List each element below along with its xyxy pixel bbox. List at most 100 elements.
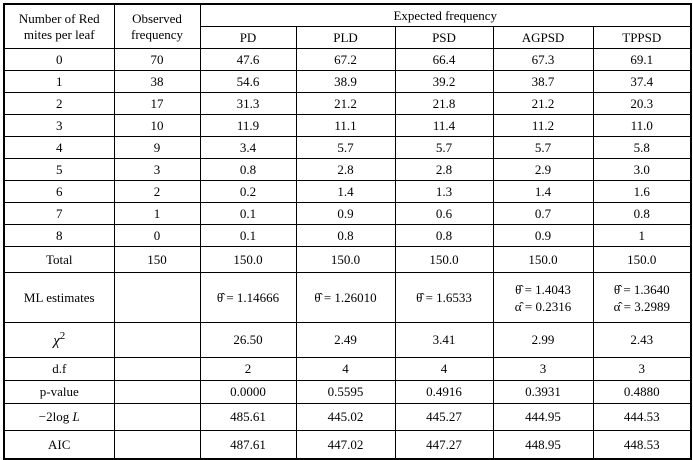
total-agpsd: 150.0 (492, 246, 594, 273)
paper-table-page: Number of Red mites per leaf Observed fr… (3, 3, 693, 460)
mites-count: 2 (3, 92, 115, 115)
total-observed: 150 (113, 246, 201, 273)
expected-pd: 3.4 (199, 136, 297, 159)
expected-tppsd: 11.0 (592, 114, 692, 137)
aic-psd: 447.27 (394, 430, 494, 460)
ml-tppsd: θ̂ = 1.3640 α̂ = 3.2989 (592, 272, 692, 323)
expected-psd: 21.8 (394, 92, 494, 115)
p-value-row: p-value 0.0000 0.5595 0.4916 0.3931 0.48… (3, 380, 692, 404)
expected-pd: 0.2 (199, 180, 297, 203)
observed-value: 70 (113, 48, 201, 71)
expected-agpsd: 0.9 (492, 224, 594, 247)
expected-pld: 0.9 (295, 202, 396, 225)
observed-value: 10 (113, 114, 201, 137)
chi-agpsd: 2.99 (492, 322, 594, 358)
mites-count: 4 (3, 136, 115, 159)
ml-estimates-row: ML estimates θ̂ = 1.14666 θ̂ = 1.26010 θ… (3, 272, 692, 323)
expected-psd: 1.3 (394, 180, 494, 203)
expected-tppsd: 1 (592, 224, 692, 247)
df-pld: 4 (295, 357, 396, 381)
expected-agpsd: 2.9 (492, 158, 594, 181)
expected-tppsd: 20.3 (592, 92, 692, 115)
count-row-0: 0 70 47.6 67.2 66.4 67.3 69.1 (3, 48, 692, 71)
expected-pld: 1.4 (295, 180, 396, 203)
expected-pd: 54.6 (199, 70, 297, 93)
aic-row: AIC 487.61 447.02 447.27 448.95 448.53 (3, 430, 692, 460)
header-model-pd: PD (199, 26, 297, 49)
expected-psd: 5.7 (394, 136, 494, 159)
expected-tppsd: 1.6 (592, 180, 692, 203)
aic-empty-cell (113, 430, 201, 460)
expected-pd: 0.1 (199, 202, 297, 225)
expected-pld: 67.2 (295, 48, 396, 71)
observed-value: 3 (113, 158, 201, 181)
mites-count: 3 (3, 114, 115, 137)
ml-empty-cell (113, 272, 201, 323)
expected-tppsd: 37.4 (592, 70, 692, 93)
expected-tppsd: 5.8 (592, 136, 692, 159)
expected-pd: 47.6 (199, 48, 297, 71)
total-pd: 150.0 (199, 246, 297, 273)
mites-count: 8 (3, 224, 115, 247)
count-row-1: 1 38 54.6 38.9 39.2 38.7 37.4 (3, 70, 692, 93)
count-row-6: 6 2 0.2 1.4 1.3 1.4 1.6 (3, 180, 692, 203)
expected-pd: 0.8 (199, 158, 297, 181)
p-value-label: p-value (3, 380, 115, 404)
observed-value: 1 (113, 202, 201, 225)
expected-pld: 0.8 (295, 224, 396, 247)
chi-pd: 26.50 (199, 322, 297, 358)
chi-psd: 3.41 (394, 322, 494, 358)
log-likelihood-label: −2log L (3, 403, 115, 431)
df-tppsd: 3 (592, 357, 692, 381)
total-psd: 150.0 (394, 246, 494, 273)
p-value-empty-cell (113, 380, 201, 404)
chi-pld: 2.49 (295, 322, 396, 358)
aic-pd: 487.61 (199, 430, 297, 460)
df-label: d.f (3, 357, 115, 381)
p-value-tppsd: 0.4880 (592, 380, 692, 404)
expected-agpsd: 0.7 (492, 202, 594, 225)
total-label: Total (3, 246, 115, 273)
p-value-psd: 0.4916 (394, 380, 494, 404)
count-row-2: 2 17 31.3 21.2 21.8 21.2 20.3 (3, 92, 692, 115)
log-likelihood-row: −2log L 485.61 445.02 445.27 444.95 444.… (3, 403, 692, 431)
mites-count: 0 (3, 48, 115, 71)
expected-agpsd: 5.7 (492, 136, 594, 159)
log-likelihood-psd: 445.27 (394, 403, 494, 431)
expected-agpsd: 21.2 (492, 92, 594, 115)
expected-pd: 11.9 (199, 114, 297, 137)
expected-psd: 0.6 (394, 202, 494, 225)
mites-count: 6 (3, 180, 115, 203)
aic-tppsd: 448.53 (592, 430, 692, 460)
observed-value: 2 (113, 180, 201, 203)
ml-psd: θ̂ = 1.6533 (394, 272, 494, 323)
header-model-agpsd: AGPSD (492, 26, 594, 49)
expected-psd: 2.8 (394, 158, 494, 181)
count-row-5: 5 3 0.8 2.8 2.8 2.9 3.0 (3, 158, 692, 181)
expected-psd: 39.2 (394, 70, 494, 93)
ml-pld: θ̂ = 1.26010 (295, 272, 396, 323)
total-pld: 150.0 (295, 246, 396, 273)
ml-agpsd: θ̂ = 1.4043 α̂ = 0.2316 (492, 272, 594, 323)
aic-pld: 447.02 (295, 430, 396, 460)
log-likelihood-pld: 445.02 (295, 403, 396, 431)
chi-square-label: χ2 (3, 322, 115, 358)
header-expected-frequency: Expected frequency (199, 3, 692, 27)
df-agpsd: 3 (492, 357, 594, 381)
expected-agpsd: 38.7 (492, 70, 594, 93)
log-likelihood-agpsd: 444.95 (492, 403, 594, 431)
expected-agpsd: 11.2 (492, 114, 594, 137)
df-psd: 4 (394, 357, 494, 381)
expected-pd: 0.1 (199, 224, 297, 247)
total-row: Total 150 150.0 150.0 150.0 150.0 150.0 (3, 246, 692, 273)
p-value-agpsd: 0.3931 (492, 380, 594, 404)
expected-agpsd: 67.3 (492, 48, 594, 71)
expected-pd: 31.3 (199, 92, 297, 115)
mites-count: 7 (3, 202, 115, 225)
count-row-4: 4 9 3.4 5.7 5.7 5.7 5.8 (3, 136, 692, 159)
expected-psd: 66.4 (394, 48, 494, 71)
p-value-pd: 0.0000 (199, 380, 297, 404)
aic-agpsd: 448.95 (492, 430, 594, 460)
observed-value: 17 (113, 92, 201, 115)
chi-square-row: χ2 26.50 2.49 3.41 2.99 2.43 (3, 322, 692, 358)
